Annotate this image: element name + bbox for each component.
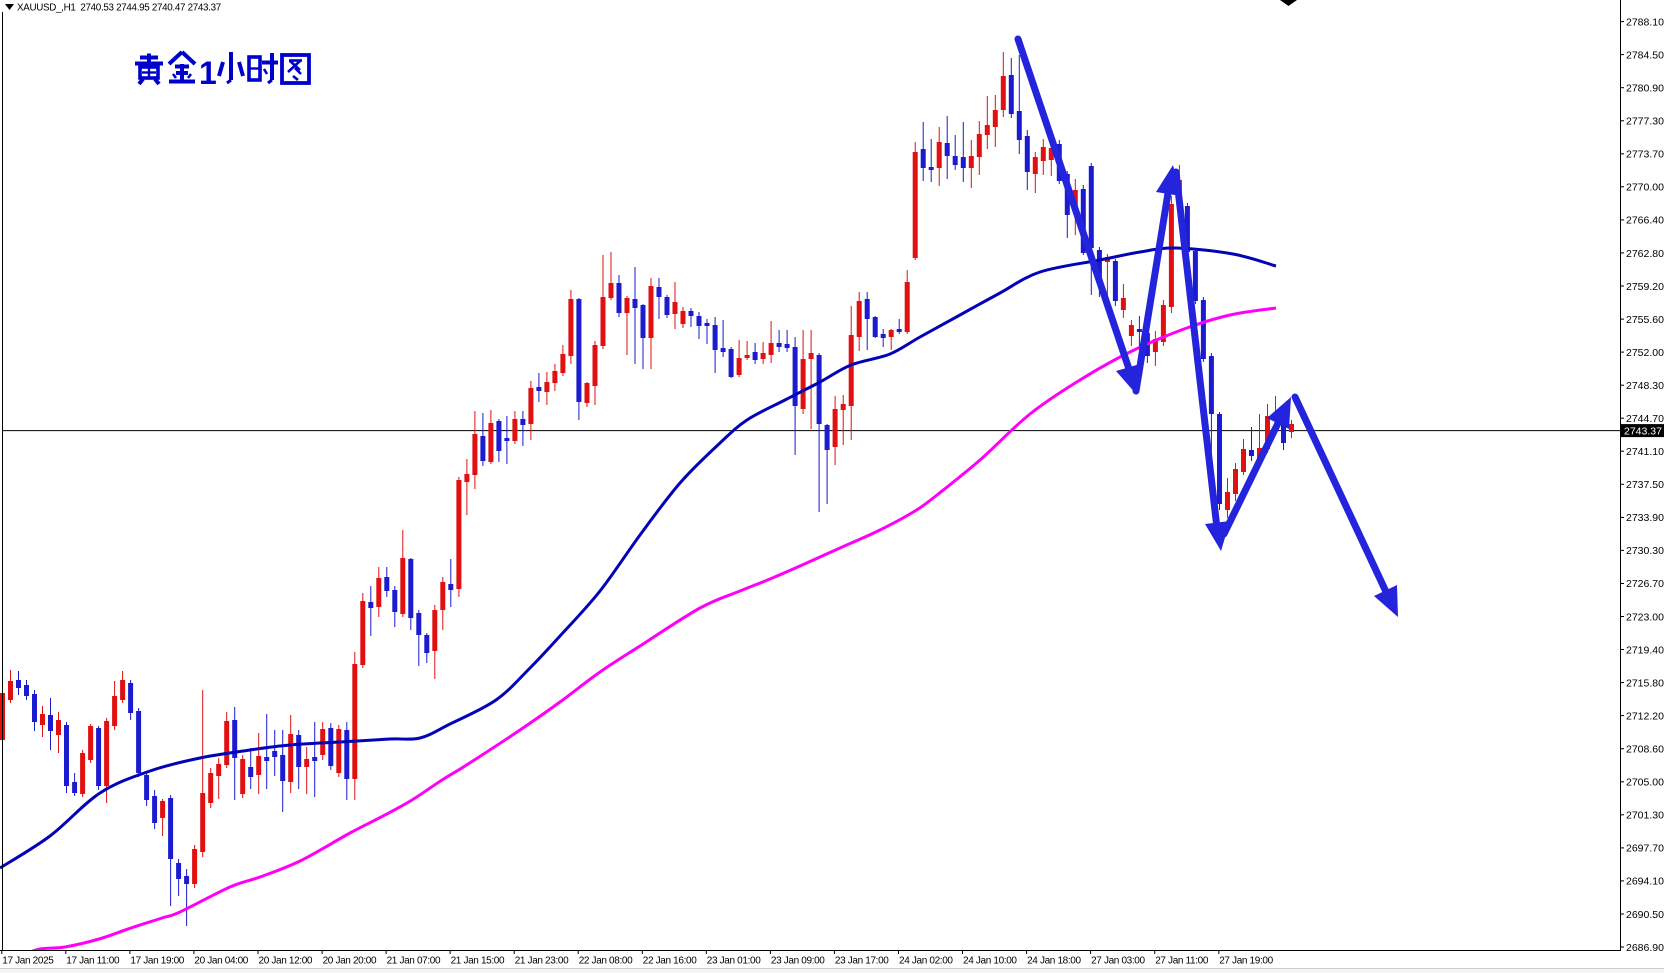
svg-text:20 Jan 20:00: 20 Jan 20:00 (323, 955, 377, 966)
svg-text:2708.60: 2708.60 (1626, 744, 1664, 756)
svg-text:22 Jan 16:00: 22 Jan 16:00 (643, 955, 697, 966)
svg-text:2762.80: 2762.80 (1626, 248, 1664, 260)
svg-text:21 Jan 07:00: 21 Jan 07:00 (387, 955, 441, 966)
svg-text:2788.10: 2788.10 (1626, 16, 1664, 28)
svg-text:2737.50: 2737.50 (1626, 479, 1664, 491)
svg-text:17 Jan 11:00: 17 Jan 11:00 (66, 955, 120, 966)
svg-text:2697.70: 2697.70 (1626, 843, 1664, 855)
svg-text:2726.70: 2726.70 (1626, 578, 1664, 590)
svg-text:2694.10: 2694.10 (1626, 876, 1664, 888)
svg-text:2777.30: 2777.30 (1626, 116, 1664, 128)
svg-text:27 Jan 19:00: 27 Jan 19:00 (1219, 955, 1273, 966)
svg-text:17 Jan 2025: 17 Jan 2025 (2, 955, 54, 966)
svg-text:2766.40: 2766.40 (1626, 215, 1664, 227)
svg-text:23 Jan 09:00: 23 Jan 09:00 (771, 955, 825, 966)
svg-text:2784.50: 2784.50 (1626, 49, 1664, 61)
svg-text:2712.20: 2712.20 (1626, 710, 1664, 722)
svg-text:22 Jan 08:00: 22 Jan 08:00 (579, 955, 633, 966)
svg-text:27 Jan 03:00: 27 Jan 03:00 (1091, 955, 1145, 966)
svg-text:24 Jan 10:00: 24 Jan 10:00 (963, 955, 1017, 966)
svg-text:XAUUSD_,H1 2740.53 2744.95 27: XAUUSD_,H1 2740.53 2744.95 2740.47 2743.… (17, 3, 221, 14)
svg-text:21 Jan 15:00: 21 Jan 15:00 (451, 955, 505, 966)
svg-text:20 Jan 12:00: 20 Jan 12:00 (259, 955, 313, 966)
svg-text:23 Jan 17:00: 23 Jan 17:00 (835, 955, 889, 966)
svg-text:24 Jan 18:00: 24 Jan 18:00 (1027, 955, 1081, 966)
svg-text:2770.00: 2770.00 (1626, 182, 1664, 194)
svg-text:2755.60: 2755.60 (1626, 314, 1664, 326)
svg-text:23 Jan 01:00: 23 Jan 01:00 (707, 955, 761, 966)
svg-text:20 Jan 04:00: 20 Jan 04:00 (194, 955, 248, 966)
svg-text:2759.20: 2759.20 (1626, 281, 1664, 293)
svg-text:2723.00: 2723.00 (1626, 611, 1664, 623)
svg-text:2773.70: 2773.70 (1626, 149, 1664, 161)
svg-text:2741.10: 2741.10 (1626, 446, 1664, 458)
svg-text:2752.00: 2752.00 (1626, 347, 1664, 359)
svg-text:2780.90: 2780.90 (1626, 83, 1664, 95)
svg-text:2690.50: 2690.50 (1626, 909, 1664, 921)
svg-text:2686.90: 2686.90 (1626, 942, 1664, 954)
svg-text:17 Jan 19:00: 17 Jan 19:00 (130, 955, 184, 966)
svg-text:2744.70: 2744.70 (1626, 413, 1664, 425)
svg-text:2719.40: 2719.40 (1626, 644, 1664, 656)
svg-text:2701.30: 2701.30 (1626, 810, 1664, 822)
svg-text:2715.80: 2715.80 (1626, 677, 1664, 689)
svg-text:2730.30: 2730.30 (1626, 545, 1664, 557)
svg-text:1: 1 (199, 55, 217, 91)
svg-text:2733.90: 2733.90 (1626, 512, 1664, 524)
svg-text:2705.00: 2705.00 (1626, 777, 1664, 789)
svg-text:21 Jan 23:00: 21 Jan 23:00 (515, 955, 569, 966)
svg-text:27 Jan 11:00: 27 Jan 11:00 (1155, 955, 1209, 966)
svg-text:24 Jan 02:00: 24 Jan 02:00 (899, 955, 953, 966)
svg-text:2743.37: 2743.37 (1624, 426, 1662, 438)
svg-text:2748.30: 2748.30 (1626, 380, 1664, 392)
